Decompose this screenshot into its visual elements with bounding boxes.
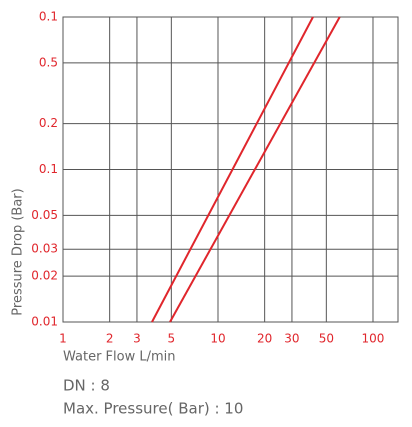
- x-tick-label: 2: [106, 332, 114, 346]
- y-tick-label: 0.2: [39, 116, 58, 130]
- x-tick-label: 1: [59, 332, 67, 346]
- y-axis-title: Pressure Drop (Bar): [11, 188, 26, 315]
- x-tick-label: 30: [284, 332, 299, 346]
- x-tick-label: 5: [168, 332, 176, 346]
- x-tick-label: 20: [257, 332, 272, 346]
- y-tick-label: 0.05: [31, 208, 58, 222]
- y-tick-label: 0.03: [31, 242, 58, 256]
- x-tick-label: 100: [362, 332, 385, 346]
- series-line: [169, 16, 341, 323]
- note: Max. Pressure( Bar) : 10: [63, 400, 243, 418]
- y-tick-label: 0.1: [39, 162, 58, 176]
- note: DN : 8: [63, 377, 110, 395]
- x-tick-label: 3: [133, 332, 141, 346]
- x-axis-title: Water Flow L/min: [63, 350, 176, 365]
- series-line: [151, 16, 314, 323]
- x-tick-label: 10: [210, 332, 225, 346]
- y-tick-label: 0.01: [31, 315, 58, 329]
- y-tick-label: 0.1: [39, 10, 58, 24]
- x-tick-label: 50: [319, 332, 334, 346]
- y-tick-label: 0.02: [31, 269, 58, 283]
- y-tick-label: 0.5: [39, 55, 58, 69]
